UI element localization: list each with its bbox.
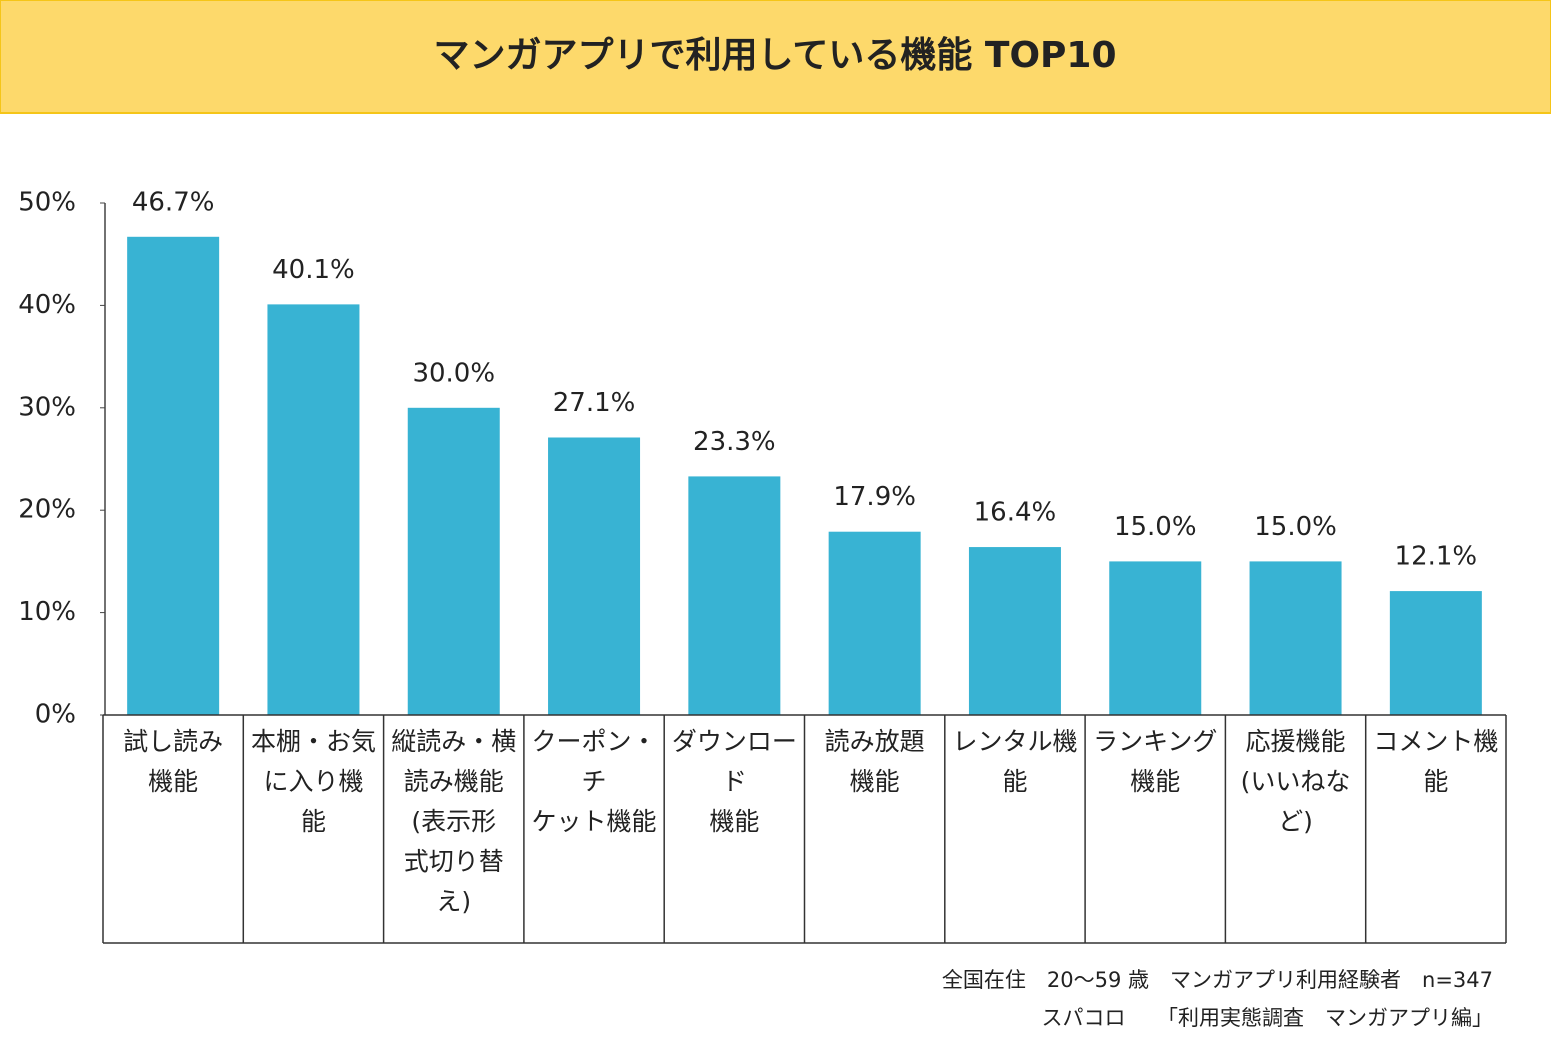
value-label: 15.0% (1114, 512, 1197, 542)
y-tick-label: 10% (18, 597, 76, 627)
footnote: スパコロ 「利用実態調査 マンガアプリ編」 (1042, 1006, 1494, 1030)
y-tick-label: 40% (18, 290, 76, 320)
value-label: 15.0% (1254, 512, 1337, 542)
bar (407, 407, 500, 715)
value-label: 17.9% (833, 482, 916, 512)
category-label: 読み放題 機能 (824, 727, 925, 796)
value-label: 16.4% (974, 498, 1057, 528)
bar (968, 547, 1061, 715)
category-label: クーポン・チ ケット機能 (531, 727, 657, 836)
title-banner (0, 0, 1551, 114)
category-label: 応援機能 (いいねな ど) (1240, 727, 1351, 836)
category-label: 縦読み・横 読み機能 (表示形 式切り替 え) (391, 727, 517, 916)
y-tick-label: 30% (18, 392, 76, 422)
category-label: ランキング 機能 (1093, 727, 1218, 796)
bar (1389, 591, 1482, 715)
bar (267, 304, 360, 715)
bar (127, 236, 220, 716)
category-label: レンタル機 能 (952, 727, 1078, 796)
bar (828, 531, 921, 715)
bar (1109, 561, 1202, 715)
y-tick-label: 20% (18, 495, 76, 525)
category-label: 試し読み 機能 (123, 727, 224, 796)
bar (688, 476, 781, 715)
bar (1249, 561, 1342, 715)
category-label: 本棚・お気 に入り機 能 (250, 727, 376, 836)
category-label: ダウンロード 機能 (671, 727, 797, 836)
value-label: 27.1% (553, 388, 636, 418)
value-label: 12.1% (1395, 542, 1478, 572)
category-label: コメント機 能 (1373, 727, 1499, 796)
footnote: 全国在住 20～59 歳 マンガアプリ利用経験者 n=347 (942, 968, 1493, 992)
value-label: 30.0% (412, 358, 495, 388)
y-tick-label: 50% (18, 188, 76, 218)
value-label: 40.1% (272, 255, 355, 285)
chart-title: マンガアプリで利用している機能 TOP10 (433, 35, 1116, 76)
value-label: 46.7% (132, 187, 215, 217)
y-tick-label: 0% (35, 700, 76, 730)
bar (548, 437, 641, 715)
value-label: 23.3% (693, 427, 776, 457)
